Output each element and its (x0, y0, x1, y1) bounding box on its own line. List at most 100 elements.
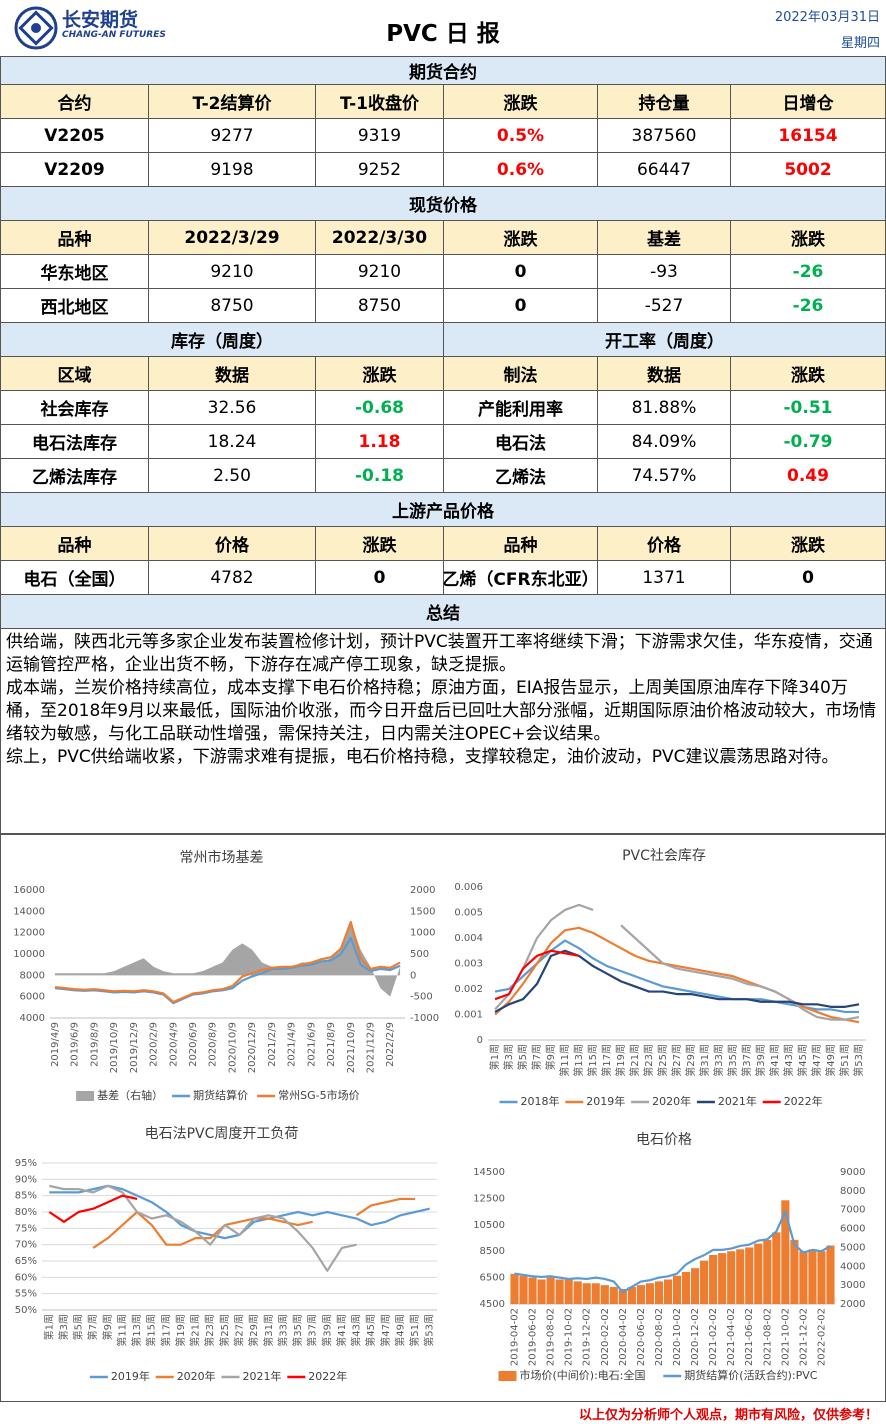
table-cell: 产能利用率 (443, 390, 598, 425)
bar (609, 1287, 618, 1304)
y-tick-label: 8500 (480, 1246, 505, 1257)
x-tick-label: 第39周 (320, 1314, 333, 1347)
x-tick-label: 2021-12-02 (798, 1308, 809, 1366)
x-tick-label: 2019-08-02 (546, 1308, 557, 1366)
table-cell: T-2结算价 (148, 84, 316, 119)
summary-paragraph: 供给端，陕西北元等多家企业发布装置检修计划，预计PVC装置开工率将继续下滑；下游… (6, 632, 873, 675)
bar (672, 1275, 682, 1304)
legend-label: 2019年 (586, 1094, 625, 1108)
table-cell: 18.24 (148, 424, 316, 459)
table-cell: 涨跌 (443, 84, 598, 119)
bar (654, 1281, 664, 1304)
table-cell: 现货价格 (0, 186, 886, 221)
y-tick-label: 6500 (480, 1273, 505, 1284)
table-cell: 库存（周度） (0, 322, 444, 357)
x-tick-label: 第43周 (350, 1314, 363, 1347)
y2-tick-label: 2000 (410, 885, 435, 896)
y-tick-label: 0.003 (454, 959, 483, 970)
y2-tick-label: 2000 (840, 1299, 865, 1310)
bar (727, 1251, 736, 1304)
x-tick-label: 第23周 (203, 1314, 216, 1347)
x-tick-label: 第35周 (291, 1314, 304, 1347)
table-cell: 2.50 (148, 458, 316, 493)
table-cell: 开工率（周度） (443, 322, 886, 357)
x-tick-label: 第49周 (824, 1044, 837, 1077)
legend-label: 2018年 (521, 1094, 560, 1108)
bar (718, 1253, 727, 1304)
table-cell: -26 (730, 254, 886, 289)
y-tick-label: 8000 (20, 970, 45, 981)
bar (790, 1239, 799, 1304)
y-tick-label: 10000 (13, 949, 45, 960)
table-cell: 2022/3/30 (315, 220, 444, 255)
x-tick-label: 2020/10/9 (227, 1022, 238, 1073)
bar (763, 1239, 772, 1304)
x-tick-label: 第15周 (145, 1314, 158, 1347)
table-cell: 84.09% (597, 424, 731, 459)
table-cell: 数据 (597, 356, 731, 391)
y-tick-label: 0.001 (454, 1010, 483, 1021)
logo-name: 长安期货 (62, 9, 139, 31)
y2-tick-label: 6000 (840, 1224, 865, 1235)
x-tick-label: 第31周 (698, 1044, 711, 1077)
bar (799, 1251, 808, 1304)
bar (510, 1273, 519, 1304)
bar (808, 1249, 817, 1304)
y2-tick-label: 0 (410, 970, 416, 981)
legend-label: 2020年 (652, 1094, 691, 1108)
x-tick-label: 第49周 (393, 1314, 406, 1347)
table-cell: 社会库存 (0, 390, 149, 425)
y2-tick-label: 5000 (840, 1242, 865, 1253)
table-cell: 9319 (315, 118, 444, 153)
x-tick-label: 2021-10-02 (780, 1308, 791, 1366)
x-tick-label: 第27周 (233, 1314, 246, 1347)
table-cell: 8750 (148, 288, 316, 323)
x-tick-label: 第13周 (572, 1044, 585, 1077)
x-tick-label: 第19周 (174, 1314, 187, 1347)
y2-tick-label: 4000 (840, 1261, 865, 1272)
table-cell: 0.5% (443, 118, 598, 153)
legend-label: 期货结算价(活跃合约):PVC (684, 1368, 817, 1382)
x-tick-label: 第51周 (838, 1044, 851, 1077)
bar (573, 1281, 582, 1304)
table-cell: 0 (443, 288, 598, 323)
bar (537, 1279, 546, 1304)
x-tick-label: 第1周 (488, 1044, 501, 1070)
x-tick-label: 2021/8/9 (326, 1022, 337, 1067)
x-tick-label: 2022-02-02 (816, 1308, 827, 1366)
table-cell: 乙烯法 (443, 458, 598, 493)
x-tick-label: 2019/6/9 (70, 1022, 81, 1067)
x-tick-label: 2021-06-02 (744, 1308, 755, 1366)
bar (736, 1249, 745, 1304)
table-cell: -0.68 (315, 390, 444, 425)
x-tick-label: 第5周 (72, 1314, 85, 1340)
legend-label: 2022年 (784, 1094, 823, 1108)
table-cell: -93 (597, 254, 731, 289)
y-tick-label: 55% (15, 1289, 37, 1300)
x-tick-label: 第33周 (712, 1044, 725, 1077)
y-tick-label: 14000 (13, 906, 45, 917)
y-tick-label: 10500 (473, 1220, 505, 1231)
chart-title: 电石法PVC周度开工负荷 (145, 1126, 299, 1142)
table-cell: 9277 (148, 118, 316, 153)
y-tick-label: 4000 (20, 1013, 45, 1024)
table-cell: 日增仓 (730, 84, 886, 119)
x-tick-label: 第45周 (364, 1314, 377, 1347)
summary-text: 供给端，陕西北元等多家企业发布装置检修计划，预计PVC装置开工率将继续下滑；下游… (0, 628, 886, 834)
table-cell: -0.51 (730, 390, 886, 425)
x-tick-label: 第33周 (276, 1314, 289, 1347)
x-tick-label: 第9周 (544, 1044, 557, 1070)
table-cell: 制法 (443, 356, 598, 391)
x-tick-label: 第27周 (670, 1044, 683, 1077)
y2-tick-label: 7000 (840, 1205, 865, 1216)
bar (555, 1279, 564, 1304)
x-tick-label: 2021-04-02 (726, 1308, 737, 1366)
x-tick-label: 第53周 (852, 1044, 865, 1077)
x-tick-label: 第15周 (586, 1044, 599, 1077)
bar (826, 1245, 835, 1304)
x-tick-label: 第31周 (262, 1314, 275, 1347)
x-tick-label: 第41周 (335, 1314, 348, 1347)
y-tick-label: 0.005 (454, 908, 483, 919)
table-cell: 数据 (148, 356, 316, 391)
